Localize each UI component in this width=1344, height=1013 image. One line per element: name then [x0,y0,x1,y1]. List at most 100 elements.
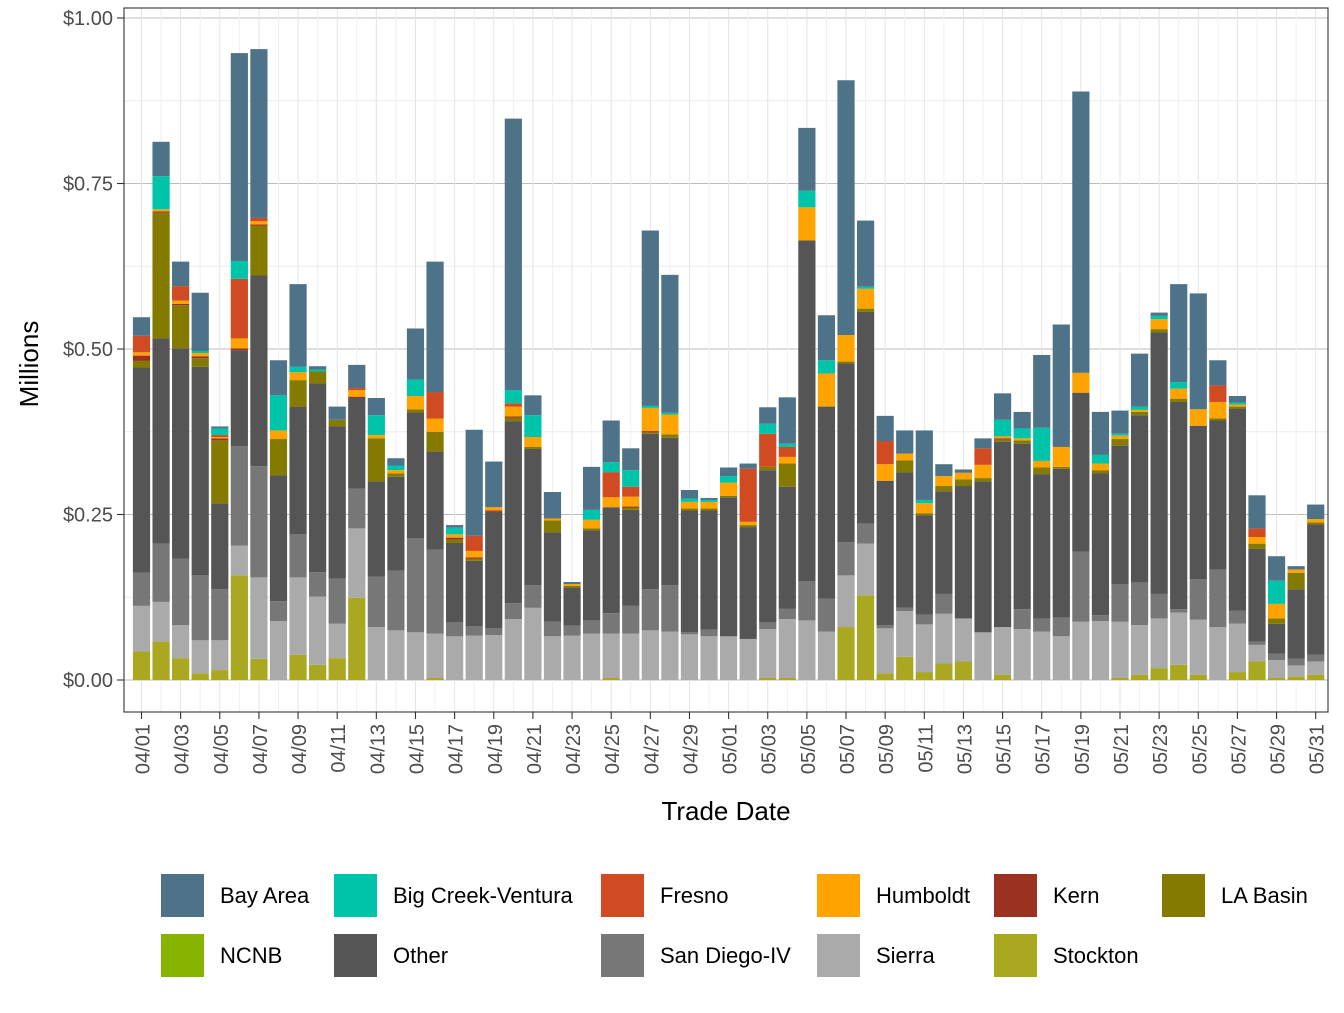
bar-segment-san-diego-iv [524,585,542,608]
legend-swatch [601,934,644,977]
bar-segment-bay-area [993,393,1012,420]
bar-stack-05-10 [896,430,914,680]
bar-stack-05-30 [1287,566,1305,680]
x-tick-label: 05/25 [1189,724,1211,774]
x-tick-label: 05/13 [954,724,976,774]
bar-segment-bay-area [1287,566,1305,570]
legend-swatch [601,874,644,917]
bar-segment-sierra [211,640,229,671]
bar-segment-sierra [896,611,914,657]
bar-stack-04-05 [211,426,229,680]
bar-segment-bay-area [269,360,288,396]
bar-segment-sierra [1267,660,1286,679]
bar-segment-bay-area [1248,495,1266,529]
bar-segment-san-diego-iv [602,613,620,634]
bar-stack-04-03 [172,261,190,680]
bar-segment-la-basin [720,495,738,498]
bar-segment-bay-area [465,429,483,536]
bar-segment-other [896,472,914,608]
legend-item-san-diego-iv: San Diego-IV [601,934,791,977]
bar-segment-la-basin [289,380,307,407]
bar-segment-stockton [172,658,190,680]
bar-segment-stockton [1267,678,1286,680]
bar-stack-04-02 [152,141,170,680]
bar-segment-other [230,350,248,447]
bar-segment-kern [465,557,483,559]
bar-segment-la-basin [1111,439,1129,446]
bar-segment-san-diego-iv [387,570,405,631]
bar-segment-sierra [778,619,796,679]
bar-segment-other [485,511,503,629]
bar-segment-san-diego-iv [1189,579,1207,620]
bar-stack-05-19 [1072,91,1090,680]
bar-segment-humboldt [543,518,562,521]
panel-border [123,7,1329,713]
bar-segment-la-basin [446,539,464,543]
bar-segment-sierra [1287,665,1305,677]
bar-segment-bay-area [289,284,307,367]
bar-segment-bay-area [641,230,659,406]
bar-segment-other [1072,392,1090,552]
bar-segment-fresno [348,388,366,391]
bar-segment-la-basin [152,212,170,339]
bar-stack-05-22 [1130,353,1149,680]
legend-item-big-creek-ventura: Big Creek-Ventura [334,874,574,917]
bar-segment-other [661,437,679,586]
legend-item-sierra: Sierra [817,934,935,977]
legend-label: Big Creek-Ventura [393,883,574,908]
bar-segment-other [1170,401,1188,610]
bar-segment-bay-area [680,490,699,499]
bar-segment-big-creek-ventura [387,465,405,471]
bar-segment-la-basin [974,478,992,482]
bar-stack-04-28 [661,274,679,680]
bar-segment-sierra [622,633,640,680]
bar-segment-other [1267,623,1286,654]
bar-stack-04-22 [543,491,562,680]
bar-segment-other [837,363,855,543]
bar-segment-other [1287,589,1305,659]
bars [132,49,1325,680]
bar-segment-humboldt [602,497,620,508]
bar-stack-04-09 [289,284,307,680]
bar-segment-humboldt [132,352,151,356]
bar-segment-stockton [837,627,855,680]
bar-segment-bay-area [700,497,718,500]
bar-segment-big-creek-ventura [269,395,288,431]
bar-segment-sierra [289,577,307,655]
bar-segment-humboldt [465,550,483,558]
bar-segment-humboldt [1267,603,1286,619]
bar-segment-san-diego-iv [778,608,796,620]
bar-segment-bay-area [387,458,405,466]
bar-segment-bay-area [1052,324,1070,447]
bar-segment-humboldt [622,496,640,507]
bar-segment-sierra [680,634,699,680]
legend-label: Kern [1053,883,1099,908]
bar-segment-bay-area [367,397,385,416]
bar-segment-bay-area [1130,353,1149,407]
bar-segment-sierra [250,577,268,659]
bar-stack-05-11 [915,430,933,680]
bar-segment-humboldt [1033,460,1051,468]
x-tick-label: 05/09 [876,724,898,774]
bar-segment-humboldt [641,407,659,432]
bar-segment-stockton [1248,661,1266,680]
bar-stack-04-19 [485,461,503,680]
bar-segment-stockton [915,672,933,680]
bar-segment-la-basin [504,417,522,422]
x-tick-label: 05/29 [1268,724,1290,774]
bar-segment-sierra [1091,621,1110,680]
bar-stack-04-08 [269,360,288,680]
bar-segment-la-basin [778,463,796,487]
x-tick-label: 04/01 [133,724,155,774]
bar-segment-bay-area [1013,411,1031,429]
bar-segment-sierra [172,625,190,659]
bar-stack-04-01 [132,317,151,680]
bar-segment-big-creek-ventura [759,423,777,434]
bar-segment-sierra [935,613,953,664]
bar-stack-04-24 [583,466,601,680]
bar-segment-la-basin [1267,618,1286,624]
bar-segment-humboldt [446,534,464,538]
bar-segment-sierra [348,528,366,598]
bar-segment-humboldt [289,372,307,381]
